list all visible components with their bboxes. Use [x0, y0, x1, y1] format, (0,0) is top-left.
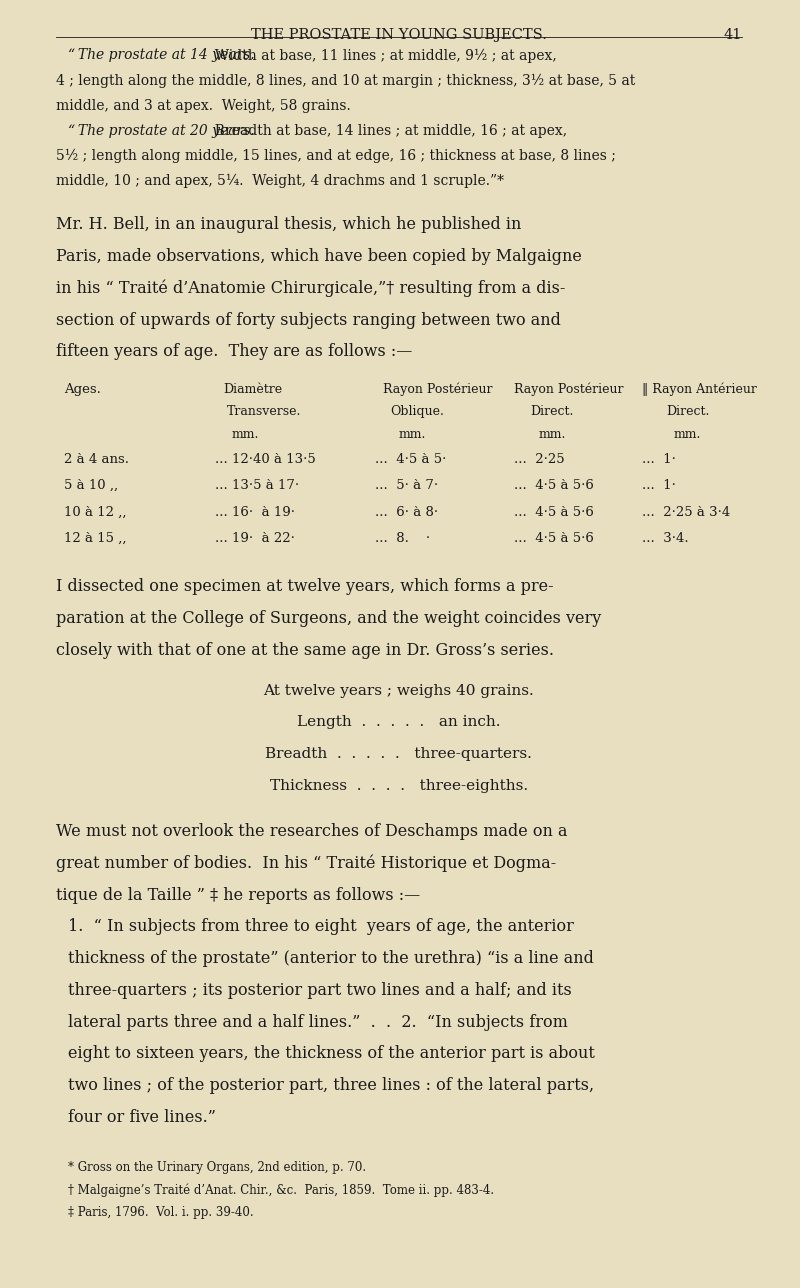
Text: two lines ; of the posterior part, three lines : of the lateral parts,: two lines ; of the posterior part, three… — [68, 1077, 594, 1094]
Text: thickness of the prostate” (anterior to the urethra) “is a line and: thickness of the prostate” (anterior to … — [68, 951, 594, 967]
Text: Mr. H. Bell, in an inaugural thesis, which he published in: Mr. H. Bell, in an inaugural thesis, whi… — [56, 216, 521, 233]
Text: 12 à 15 ,,: 12 à 15 ,, — [64, 532, 126, 545]
Text: 2 à 4 ans.: 2 à 4 ans. — [64, 453, 129, 466]
Text: 5 à 10 ,,: 5 à 10 ,, — [64, 479, 118, 492]
Text: ... 13·5 à 17·: ... 13·5 à 17· — [215, 479, 299, 492]
Text: ... 12·40 à 13·5: ... 12·40 à 13·5 — [215, 453, 316, 466]
Text: “ The prostate at 20 years.: “ The prostate at 20 years. — [68, 124, 254, 138]
Text: mm.: mm. — [674, 428, 701, 440]
Text: four or five lines.”: four or five lines.” — [68, 1109, 216, 1126]
Text: ...  4·5 à 5·: ... 4·5 à 5· — [374, 453, 446, 466]
Text: eight to sixteen years, the thickness of the anterior part is about: eight to sixteen years, the thickness of… — [68, 1046, 594, 1063]
Text: ...  1·: ... 1· — [642, 479, 676, 492]
Text: I dissected one specimen at twelve years, which forms a pre-: I dissected one specimen at twelve years… — [56, 578, 554, 595]
Text: THE PROSTATE IN YOUNG SUBJECTS.: THE PROSTATE IN YOUNG SUBJECTS. — [250, 28, 546, 43]
Text: ...  3·4.: ... 3·4. — [642, 532, 689, 545]
Text: 10 à 12 ,,: 10 à 12 ,, — [64, 506, 126, 519]
Text: section of upwards of forty subjects ranging between two and: section of upwards of forty subjects ran… — [56, 312, 561, 328]
Text: ...  4·5 à 5·6: ... 4·5 à 5·6 — [514, 479, 594, 492]
Text: Paris, made observations, which have been copied by Malgaigne: Paris, made observations, which have bee… — [56, 249, 582, 265]
Text: ‡ Paris, 1796.  Vol. i. pp. 39-40.: ‡ Paris, 1796. Vol. i. pp. 39-40. — [68, 1206, 254, 1218]
Text: great number of bodies.  In his “ Traité Historique et Dogma-: great number of bodies. In his “ Traité … — [56, 855, 556, 872]
Text: middle, and 3 at apex.  Weight, 58 grains.: middle, and 3 at apex. Weight, 58 grains… — [56, 99, 350, 112]
Text: † Malgaigne’s Traité d’Anat. Chir., &c.  Paris, 1859.  Tome ii. pp. 483-4.: † Malgaigne’s Traité d’Anat. Chir., &c. … — [68, 1184, 494, 1197]
Text: ‖ Rayon Antérieur: ‖ Rayon Antérieur — [642, 383, 757, 397]
Text: three-quarters ; its posterior part two lines and a half; and its: three-quarters ; its posterior part two … — [68, 981, 571, 999]
Text: 1.  “ In subjects from three to eight  years of age, the anterior: 1. “ In subjects from three to eight yea… — [68, 918, 574, 935]
Text: Rayon Postérieur: Rayon Postérieur — [514, 383, 624, 397]
Text: “ The prostate at 14 years.: “ The prostate at 14 years. — [68, 49, 254, 62]
Text: ...  2·25 à 3·4: ... 2·25 à 3·4 — [642, 506, 730, 519]
Text: Direct.: Direct. — [666, 406, 709, 419]
Text: 5½ ; length along middle, 15 lines, and at edge, 16 ; thickness at base, 8 lines: 5½ ; length along middle, 15 lines, and … — [56, 148, 616, 164]
Text: ... 16·  à 19·: ... 16· à 19· — [215, 506, 295, 519]
Text: 4 ; length along the middle, 8 lines, and 10 at margin ; thickness, 3½ at base, : 4 ; length along the middle, 8 lines, an… — [56, 73, 635, 88]
Text: lateral parts three and a half lines.”  .  .  2.  “In subjects from: lateral parts three and a half lines.” .… — [68, 1014, 568, 1030]
Text: ...  6· à 8·: ... 6· à 8· — [374, 506, 438, 519]
Text: 41: 41 — [723, 28, 742, 43]
Text: mm.: mm. — [231, 428, 258, 440]
Text: Ages.: Ages. — [64, 383, 101, 395]
Text: fifteen years of age.  They are as follows :—: fifteen years of age. They are as follow… — [56, 344, 412, 361]
Text: Transverse.: Transverse. — [227, 406, 302, 419]
Text: mm.: mm. — [538, 428, 566, 440]
Text: At twelve years ; weighs 40 grains.: At twelve years ; weighs 40 grains. — [263, 684, 534, 698]
Text: * Gross on the Urinary Organs, 2nd edition, p. 70.: * Gross on the Urinary Organs, 2nd editi… — [68, 1160, 366, 1173]
Text: ...  1·: ... 1· — [642, 453, 676, 466]
Text: Thickness  .  .  .  .   three-eighths.: Thickness . . . . three-eighths. — [270, 779, 528, 793]
Text: ...  4·5 à 5·6: ... 4·5 à 5·6 — [514, 506, 594, 519]
Text: middle, 10 ; and apex, 5¼.  Weight, 4 drachms and 1 scruple.”*: middle, 10 ; and apex, 5¼. Weight, 4 dra… — [56, 174, 504, 188]
Text: Direct.: Direct. — [530, 406, 574, 419]
Text: ...  8.    ·: ... 8. · — [374, 532, 430, 545]
Text: Width at base, 11 lines ; at middle, 9½ ; at apex,: Width at base, 11 lines ; at middle, 9½ … — [206, 49, 557, 63]
Text: paration at the College of Surgeons, and the weight coincides very: paration at the College of Surgeons, and… — [56, 611, 601, 627]
Text: ...  2·25: ... 2·25 — [514, 453, 565, 466]
Text: closely with that of one at the same age in Dr. Gross’s series.: closely with that of one at the same age… — [56, 641, 554, 658]
Text: Diamètre: Diamètre — [223, 383, 282, 395]
Text: ...  4·5 à 5·6: ... 4·5 à 5·6 — [514, 532, 594, 545]
Text: ... 19·  à 22·: ... 19· à 22· — [215, 532, 295, 545]
Text: ...  5· à 7·: ... 5· à 7· — [374, 479, 438, 492]
Text: Length  .  .  .  .  .   an inch.: Length . . . . . an inch. — [297, 715, 501, 729]
Text: Breadth at base, 14 lines ; at middle, 16 ; at apex,: Breadth at base, 14 lines ; at middle, 1… — [206, 124, 567, 138]
Text: Oblique.: Oblique. — [390, 406, 445, 419]
Text: Rayon Postérieur: Rayon Postérieur — [382, 383, 492, 397]
Text: Breadth  .  .  .  .  .   three-quarters.: Breadth . . . . . three-quarters. — [266, 747, 532, 761]
Text: mm.: mm. — [398, 428, 426, 440]
Text: in his “ Traité d’Anatomie Chirurgicale,”† resulting from a dis-: in his “ Traité d’Anatomie Chirurgicale,… — [56, 279, 565, 298]
Text: tique de la Taille ” ‡ he reports as follows :—: tique de la Taille ” ‡ he reports as fol… — [56, 886, 420, 904]
Text: We must not overlook the researches of Deschamps made on a: We must not overlook the researches of D… — [56, 823, 567, 840]
